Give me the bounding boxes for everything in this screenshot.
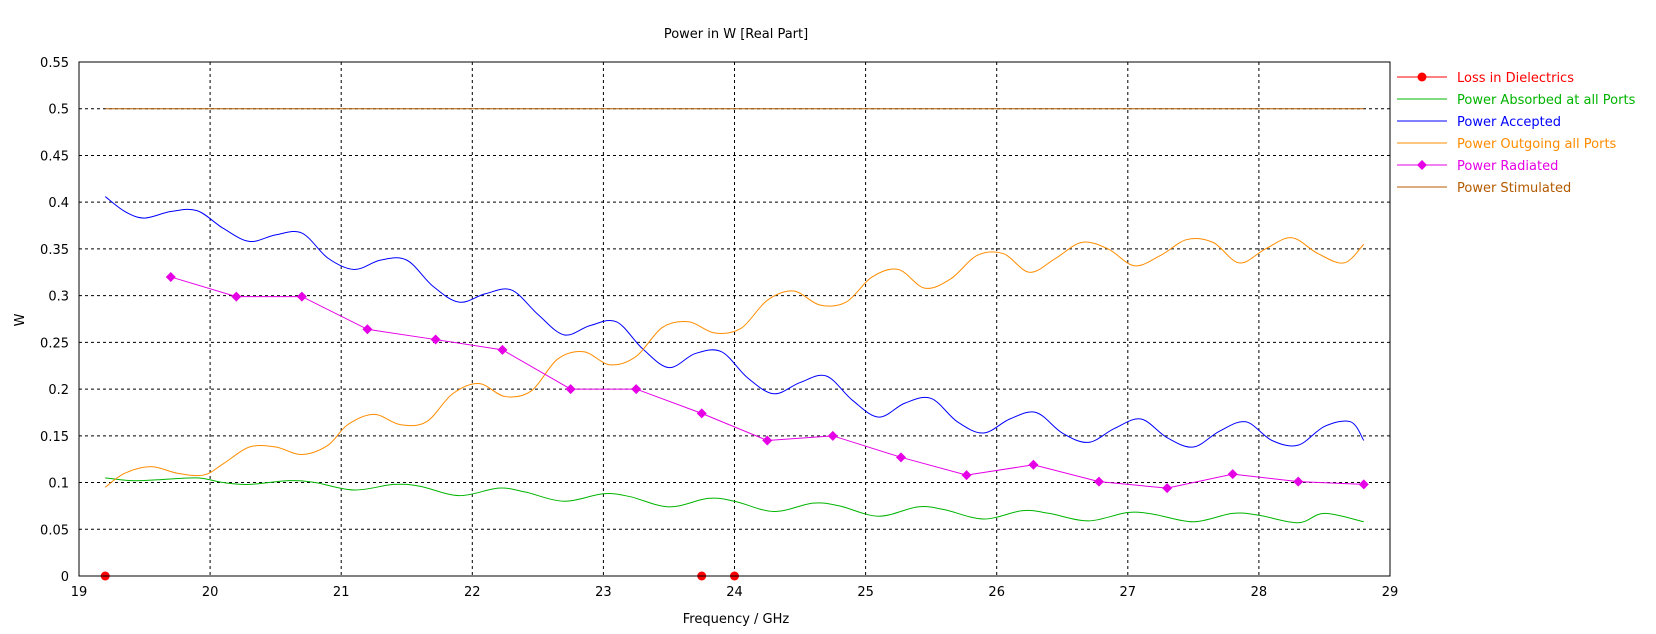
legend-label-power-accepted: Power Accepted (1457, 115, 1561, 130)
y-tick-label: 0 (61, 570, 69, 585)
series-line-power-absorbed-at-all-ports (105, 477, 1364, 524)
chart-title: Power in W [Real Part] (664, 27, 808, 42)
data-point-power-radiated (1028, 459, 1039, 470)
data-point-power-radiated (296, 291, 307, 302)
x-tick-label: 25 (857, 585, 874, 600)
data-point-power-radiated (565, 384, 576, 395)
x-tick-label: 28 (1251, 585, 1268, 600)
data-point-power-radiated (1293, 476, 1304, 487)
legend-label-power-absorbed-at-all-ports: Power Absorbed at all Ports (1457, 93, 1636, 108)
data-point-power-radiated (1227, 469, 1238, 480)
y-axis-title: W (13, 313, 28, 326)
data-point-power-radiated (696, 408, 707, 419)
data-point-power-radiated (497, 344, 508, 355)
y-tick-label: 0.2 (48, 383, 69, 398)
y-tick-label: 0.25 (40, 336, 69, 351)
data-point-power-radiated (961, 470, 972, 481)
x-tick-label: 19 (71, 585, 88, 600)
data-point-power-radiated (430, 334, 441, 345)
series-line-power-accepted (104, 196, 1365, 448)
legend-label-power-outgoing-all-ports: Power Outgoing all Ports (1457, 137, 1617, 152)
y-tick-label: 0.05 (40, 523, 69, 538)
data-point-power-radiated (231, 291, 242, 302)
y-tick-label: 0.45 (40, 149, 69, 164)
y-tick-label: 0.15 (40, 430, 69, 445)
data-point-power-radiated (1358, 479, 1369, 490)
legend-label-power-stimulated: Power Stimulated (1457, 181, 1571, 196)
data-point-power-radiated (827, 430, 838, 441)
x-tick-label: 22 (464, 585, 481, 600)
plot-area-frame (78, 61, 1391, 577)
x-tick-label: 21 (333, 585, 350, 600)
legend-marker-power-radiated (1417, 160, 1427, 170)
data-point-power-radiated (1093, 476, 1104, 487)
legend-marker-loss-in-dielectrics (1417, 72, 1427, 82)
legend: Loss in Dielectrics Power Absorbed at all… (1397, 71, 1636, 196)
series-line-power-outgoing-all-ports (104, 237, 1365, 488)
y-tick-label: 0.55 (40, 56, 69, 71)
data-point-power-radiated (631, 384, 642, 395)
data-point-power-radiated (895, 452, 906, 463)
data-point-power-radiated (1162, 483, 1173, 494)
tick-labels: 19 20 21 22 23 24 25 26 27 28 29 0 0.05 0.1 0.15 0.2 0.2… (40, 56, 1398, 600)
data-point-power-radiated (762, 435, 773, 446)
y-tick-label: 0.1 (48, 477, 69, 492)
x-tick-label: 24 (726, 585, 743, 600)
grid (79, 62, 1390, 576)
y-tick-label: 0.4 (48, 196, 69, 211)
y-tick-label: 0.35 (40, 243, 69, 258)
x-tick-label: 27 (1120, 585, 1137, 600)
y-tick-label: 0.3 (48, 290, 69, 305)
x-axis-title: Frequency / GHz (683, 612, 790, 627)
x-tick-label: 26 (988, 585, 1005, 600)
legend-label-loss-in-dielectrics: Loss in Dielectrics (1457, 71, 1574, 86)
legend-label-power-radiated: Power Radiated (1457, 159, 1558, 174)
x-tick-label: 20 (202, 585, 219, 600)
data-point-power-radiated (165, 271, 176, 282)
x-tick-label: 23 (595, 585, 612, 600)
data-point-power-radiated (362, 324, 373, 335)
x-tick-label: 29 (1382, 585, 1399, 600)
y-tick-label: 0.5 (48, 103, 69, 118)
